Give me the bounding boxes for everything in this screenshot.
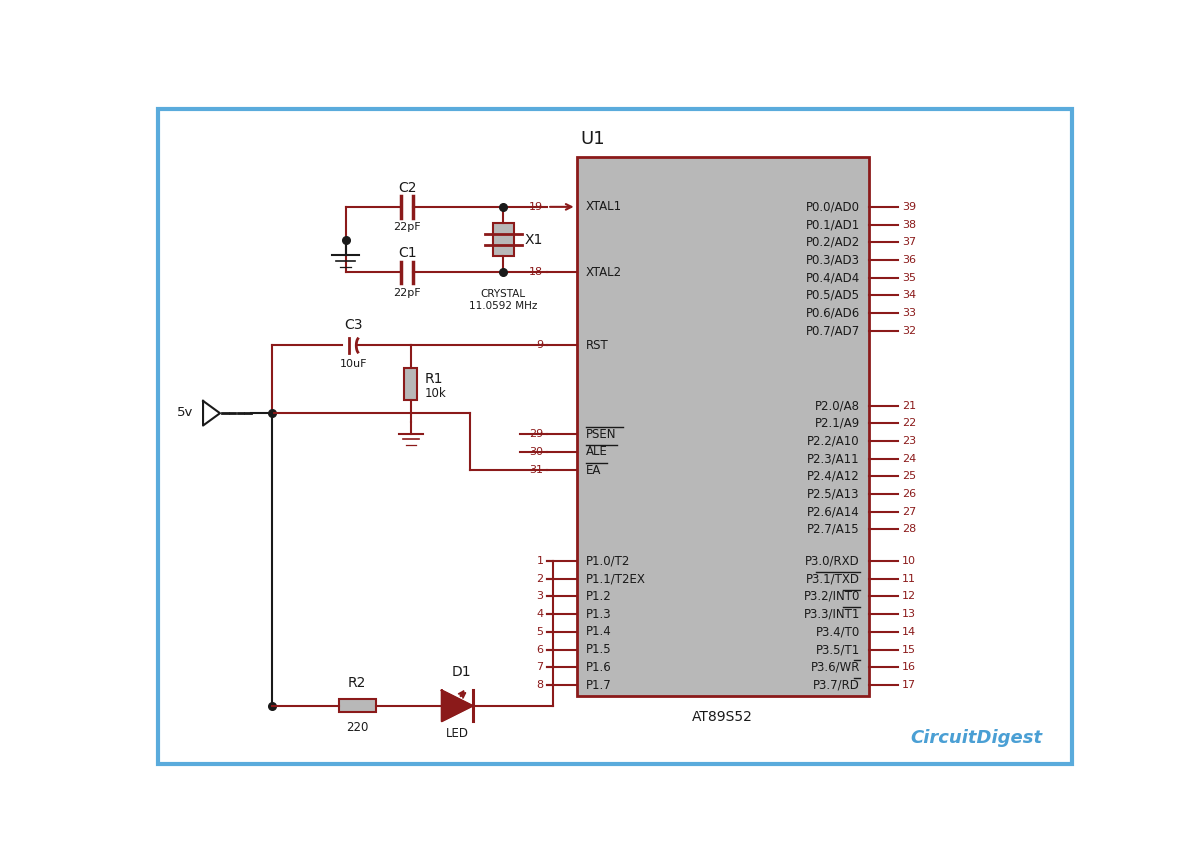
Text: C3: C3	[344, 318, 362, 332]
Text: 13: 13	[902, 609, 917, 619]
Text: 17: 17	[902, 680, 917, 690]
Text: D1: D1	[451, 665, 470, 679]
Text: P2.1/A9: P2.1/A9	[815, 416, 860, 429]
Text: P0.5/AD5: P0.5/AD5	[806, 289, 860, 302]
Text: 10uF: 10uF	[340, 359, 367, 369]
Text: 15: 15	[902, 645, 917, 655]
Text: 8: 8	[536, 680, 544, 690]
Text: 14: 14	[902, 627, 917, 637]
Text: P1.5: P1.5	[586, 643, 611, 656]
Text: 21: 21	[902, 401, 917, 410]
Text: 38: 38	[902, 219, 917, 230]
Text: EA: EA	[586, 464, 601, 477]
Text: AT89S52: AT89S52	[692, 709, 754, 724]
Text: P3.0/RXD: P3.0/RXD	[805, 555, 860, 568]
Text: 11: 11	[902, 574, 917, 584]
Bar	[492, 224, 514, 256]
Text: 220: 220	[346, 721, 368, 734]
Text: P3.2/INT0: P3.2/INT0	[804, 590, 860, 603]
Text: P1.3: P1.3	[586, 607, 611, 620]
Text: P3.1/TXD: P3.1/TXD	[806, 572, 860, 585]
Text: P0.3/AD3: P0.3/AD3	[806, 253, 860, 266]
Text: P2.5/A13: P2.5/A13	[808, 487, 860, 500]
Text: P3.4/T0: P3.4/T0	[816, 626, 860, 638]
Text: 19: 19	[529, 202, 544, 212]
Text: X1: X1	[524, 232, 544, 246]
Text: 10k: 10k	[425, 387, 446, 400]
Text: P0.1/AD1: P0.1/AD1	[805, 218, 860, 231]
Text: 22: 22	[902, 418, 917, 429]
Text: 29: 29	[529, 429, 544, 439]
Text: 12: 12	[902, 592, 917, 601]
Text: P0.0/AD0: P0.0/AD0	[806, 200, 860, 213]
Text: XTAL2: XTAL2	[586, 266, 622, 279]
Text: P0.6/AD6: P0.6/AD6	[805, 307, 860, 320]
Text: U1: U1	[581, 130, 605, 148]
Text: ALE: ALE	[586, 445, 607, 458]
Text: C1: C1	[397, 246, 416, 260]
Bar	[404, 368, 418, 400]
Text: 6: 6	[536, 645, 544, 655]
Text: 16: 16	[902, 663, 917, 672]
Text: 1: 1	[536, 556, 544, 566]
Text: 10: 10	[902, 556, 917, 566]
Text: P1.7: P1.7	[586, 678, 612, 691]
Text: 37: 37	[902, 238, 917, 247]
Text: RST: RST	[586, 339, 608, 352]
Text: P1.6: P1.6	[586, 661, 612, 674]
Bar	[338, 699, 376, 712]
Text: LED: LED	[445, 727, 469, 740]
Text: R2: R2	[348, 677, 366, 690]
Polygon shape	[442, 690, 473, 721]
Text: 2: 2	[536, 574, 544, 584]
Text: P1.1/T2EX: P1.1/T2EX	[586, 572, 646, 585]
Text: C2: C2	[398, 181, 416, 194]
Text: P0.2/AD2: P0.2/AD2	[805, 236, 860, 249]
Text: 23: 23	[902, 436, 917, 446]
Text: 27: 27	[902, 507, 917, 517]
Bar	[576, 156, 869, 696]
Text: P2.3/A11: P2.3/A11	[808, 452, 860, 465]
Text: P3.7/RD: P3.7/RD	[812, 678, 860, 691]
Text: P2.0/A8: P2.0/A8	[815, 399, 860, 412]
Text: PSEN: PSEN	[586, 428, 617, 441]
Text: 3: 3	[536, 592, 544, 601]
Text: 39: 39	[902, 202, 917, 212]
Text: P1.4: P1.4	[586, 626, 612, 638]
Text: P0.7/AD7: P0.7/AD7	[805, 324, 860, 337]
Text: 35: 35	[902, 273, 917, 283]
Text: 25: 25	[902, 472, 917, 481]
Text: P2.4/A12: P2.4/A12	[808, 470, 860, 483]
Text: P1.2: P1.2	[586, 590, 612, 603]
Text: XTAL1: XTAL1	[586, 200, 622, 213]
Text: 5: 5	[536, 627, 544, 637]
Text: P2.7/A15: P2.7/A15	[808, 523, 860, 536]
Text: P3.6/WR: P3.6/WR	[810, 661, 860, 674]
Text: P2.2/A10: P2.2/A10	[808, 435, 860, 448]
Text: 30: 30	[529, 447, 544, 457]
Text: 4: 4	[536, 609, 544, 619]
Text: P3.5/T1: P3.5/T1	[816, 643, 860, 656]
Text: 22pF: 22pF	[394, 288, 421, 298]
Text: 28: 28	[902, 524, 917, 535]
Text: 32: 32	[902, 326, 917, 336]
Text: 7: 7	[536, 663, 544, 672]
Text: 18: 18	[529, 267, 544, 277]
Text: 34: 34	[902, 290, 917, 301]
Text: 26: 26	[902, 489, 917, 499]
Text: CircuitDigest: CircuitDigest	[911, 729, 1043, 747]
Text: P3.3/INT1: P3.3/INT1	[804, 607, 860, 620]
Text: P2.6/A14: P2.6/A14	[808, 505, 860, 518]
Text: 9: 9	[536, 340, 544, 351]
Text: 22pF: 22pF	[394, 222, 421, 232]
Text: CRYSTAL
11.0592 MHz: CRYSTAL 11.0592 MHz	[469, 289, 538, 311]
Text: 5v: 5v	[178, 406, 194, 419]
Text: P0.4/AD4: P0.4/AD4	[805, 271, 860, 284]
Text: P1.0/T2: P1.0/T2	[586, 555, 630, 568]
Text: 33: 33	[902, 308, 917, 318]
Text: 36: 36	[902, 255, 917, 265]
Text: 24: 24	[902, 454, 917, 464]
Text: 31: 31	[529, 465, 544, 475]
Text: R1: R1	[425, 372, 443, 385]
